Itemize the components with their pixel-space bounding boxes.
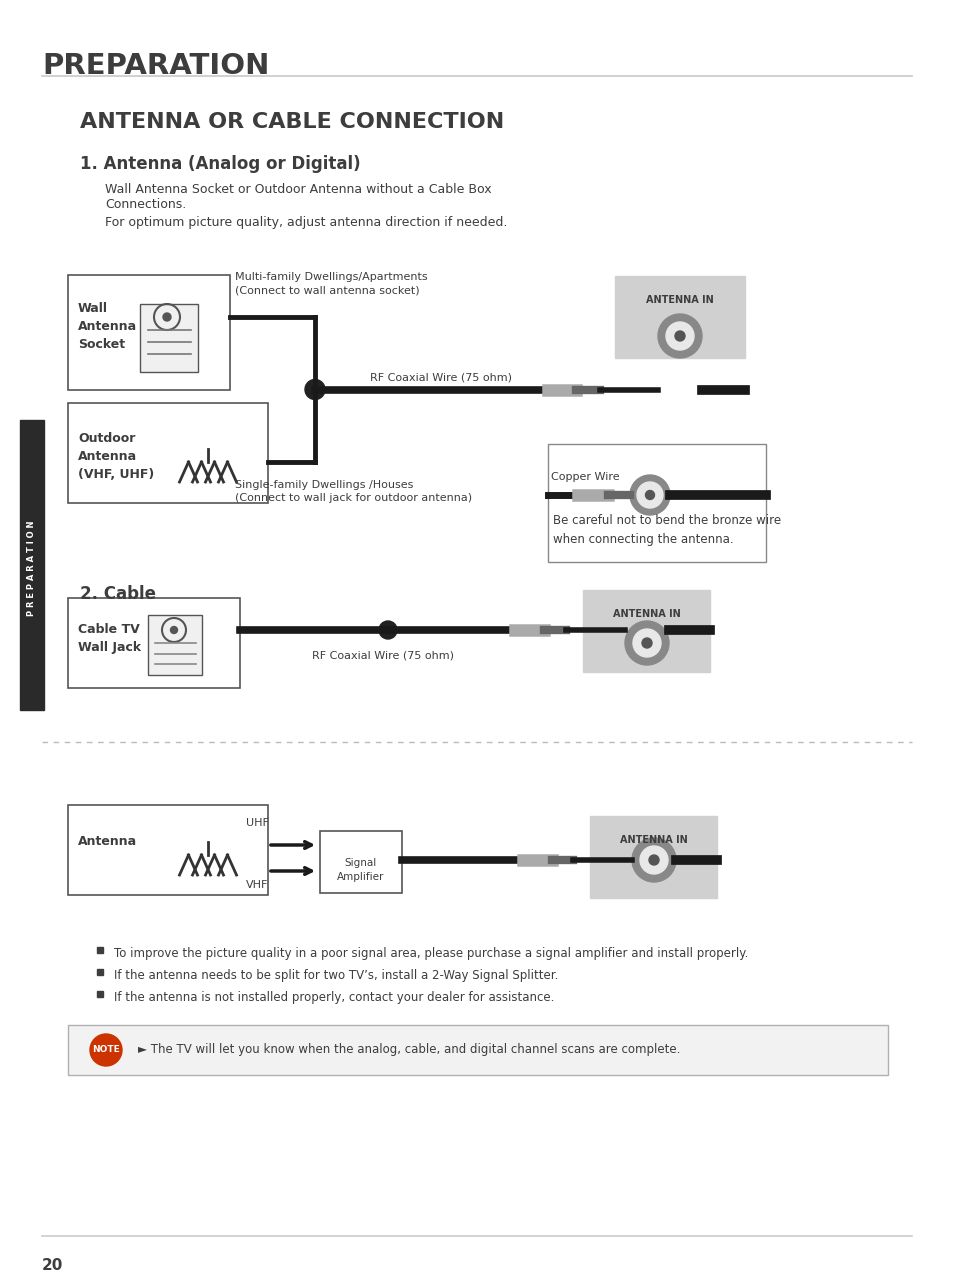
Text: 20: 20 xyxy=(42,1258,63,1272)
Text: ANTENNA IN: ANTENNA IN xyxy=(619,834,687,845)
Bar xyxy=(615,276,744,357)
Circle shape xyxy=(665,322,693,350)
Text: Be careful not to bend the bronze wire
when connecting the antenna.: Be careful not to bend the bronze wire w… xyxy=(553,514,781,546)
Circle shape xyxy=(675,331,684,341)
Circle shape xyxy=(624,621,668,665)
Circle shape xyxy=(637,482,662,508)
Text: Signal
Amplifier: Signal Amplifier xyxy=(337,859,384,881)
Text: ANTENNA IN: ANTENNA IN xyxy=(613,609,680,619)
Text: Antenna: Antenna xyxy=(78,834,137,848)
Circle shape xyxy=(629,474,669,515)
Text: 1. Antenna (Analog or Digital): 1. Antenna (Analog or Digital) xyxy=(80,155,360,173)
Bar xyxy=(68,805,268,895)
Text: NOTE: NOTE xyxy=(92,1044,120,1053)
Circle shape xyxy=(171,627,177,633)
Text: VHF: VHF xyxy=(246,880,268,890)
Text: ANTENNA OR CABLE CONNECTION: ANTENNA OR CABLE CONNECTION xyxy=(80,112,504,132)
Text: Connections.: Connections. xyxy=(105,198,186,211)
Circle shape xyxy=(639,846,667,874)
Text: Multi-family Dwellings/Apartments
(Connect to wall antenna socket): Multi-family Dwellings/Apartments (Conne… xyxy=(234,272,427,295)
Circle shape xyxy=(90,1034,122,1066)
Circle shape xyxy=(641,639,651,647)
Circle shape xyxy=(305,379,325,399)
Bar xyxy=(68,598,240,688)
Bar xyxy=(140,304,198,371)
Circle shape xyxy=(633,628,660,658)
Circle shape xyxy=(163,313,171,321)
Text: For optimum picture quality, adjust antenna direction if needed.: For optimum picture quality, adjust ante… xyxy=(105,216,507,229)
Text: Wall
Antenna
Socket: Wall Antenna Socket xyxy=(78,301,137,351)
Text: If the antenna is not installed properly, contact your dealer for assistance.: If the antenna is not installed properly… xyxy=(113,991,554,1004)
Text: Wall Antenna Socket or Outdoor Antenna without a Cable Box: Wall Antenna Socket or Outdoor Antenna w… xyxy=(105,183,491,196)
Text: RF Coaxial Wire (75 ohm): RF Coaxial Wire (75 ohm) xyxy=(370,373,512,383)
Circle shape xyxy=(658,314,701,357)
Text: UHF: UHF xyxy=(246,818,269,828)
Circle shape xyxy=(378,621,396,639)
Text: PREPARATION: PREPARATION xyxy=(42,52,269,80)
Text: ANTENNA IN: ANTENNA IN xyxy=(645,295,713,305)
Text: If the antenna needs to be split for two TV’s, install a 2-Way Signal Splitter.: If the antenna needs to be split for two… xyxy=(113,969,558,982)
Text: To improve the picture quality in a poor signal area, please purchase a signal a: To improve the picture quality in a poor… xyxy=(113,946,747,960)
Bar xyxy=(319,831,401,893)
Bar xyxy=(148,614,202,675)
Bar xyxy=(589,817,717,898)
Circle shape xyxy=(645,491,654,500)
Text: Cable TV
Wall Jack: Cable TV Wall Jack xyxy=(78,623,141,654)
Text: ► The TV will let you know when the analog, cable, and digital channel scans are: ► The TV will let you know when the anal… xyxy=(138,1043,679,1057)
Text: Single-family Dwellings /Houses
(Connect to wall jack for outdoor antenna): Single-family Dwellings /Houses (Connect… xyxy=(234,480,472,504)
Bar xyxy=(20,420,44,710)
Circle shape xyxy=(631,838,676,881)
Circle shape xyxy=(648,855,659,865)
Text: Outdoor
Antenna
(VHF, UHF): Outdoor Antenna (VHF, UHF) xyxy=(78,432,154,481)
Bar xyxy=(68,275,230,391)
Text: Copper Wire: Copper Wire xyxy=(551,472,619,482)
FancyBboxPatch shape xyxy=(547,444,765,562)
Bar xyxy=(582,590,709,672)
Text: P R E P A R A T I O N: P R E P A R A T I O N xyxy=(28,520,36,616)
Text: 2. Cable: 2. Cable xyxy=(80,585,156,603)
Bar xyxy=(68,1025,887,1075)
Text: RF Coaxial Wire (75 ohm): RF Coaxial Wire (75 ohm) xyxy=(312,651,454,661)
Bar xyxy=(68,403,268,502)
